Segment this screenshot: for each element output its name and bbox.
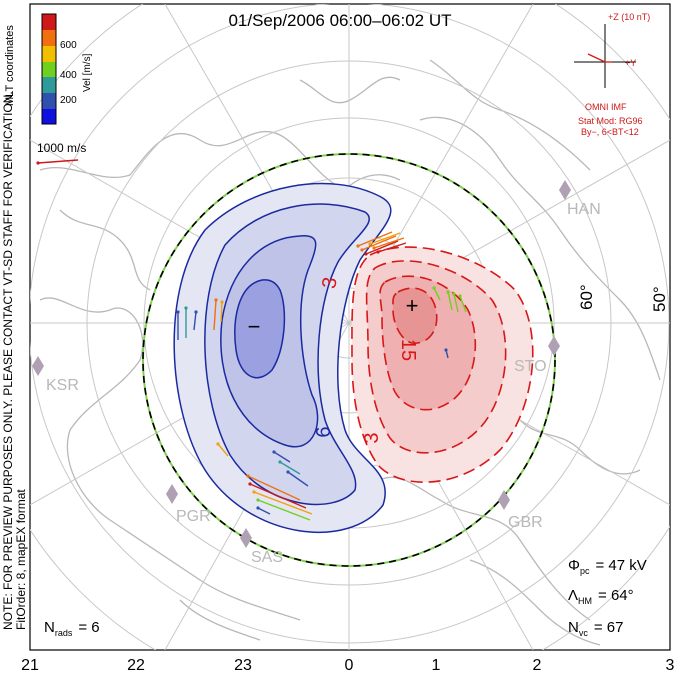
contour-label-6: 6: [313, 426, 335, 437]
dawn-convection-cell: [351, 246, 534, 483]
potential-minimum-marker: −: [248, 314, 261, 339]
potential-maximum-marker: +: [406, 293, 419, 318]
radar-label-han: HAN: [567, 201, 601, 218]
vector-group-dusk-left: [176, 298, 224, 340]
reference-vector-label: 1000 m/s: [37, 141, 86, 155]
cross-polar-potential: Φpc = 47 kV: [568, 557, 647, 576]
latitude-label-60: 60°: [577, 284, 596, 310]
colorbar-band-6: [42, 93, 56, 109]
mlt-axis: 21 22 23 0 1 2 3: [21, 657, 674, 674]
coordinates-label: MLT coordinates: [4, 25, 16, 106]
colorbar-band-1: [42, 14, 56, 30]
radar-sites: [32, 180, 571, 548]
contour-label-3-top: 3: [318, 276, 342, 291]
mlt-tick-3: 3: [666, 657, 675, 674]
preview-note: NOTE: FOR PREVIEW PURPOSES ONLY. PLEASE …: [1, 91, 15, 630]
contour-label-3-bottom: 3: [361, 432, 383, 443]
statistical-model: Stat Mod: RG96: [578, 116, 643, 126]
dusk-convection-cell: [173, 182, 392, 533]
radar-label-sto: STO: [514, 358, 547, 375]
velocity-colorbar: 600 400 200 Vel [m/s]: [41, 13, 93, 125]
colorbar-band-3: [42, 46, 56, 62]
latitude-label-50: 50°: [650, 286, 669, 312]
colorbar-band-4: [42, 62, 56, 77]
vector-group-dusk-bottom: [216, 442, 313, 521]
mlt-tick-23: 23: [234, 657, 252, 674]
hm-boundary-black: [142, 153, 556, 567]
imf-source: OMNI IMF: [585, 102, 627, 112]
colorbar-tick-400: 400: [60, 70, 77, 81]
colorbar-tick-600: 600: [60, 40, 77, 51]
mlt-tick-21: 21: [21, 657, 39, 674]
colorbar-band-7: [42, 109, 56, 124]
map-statistics: Φpc = 47 kV ΛHM = 64° Nvc = 67 Nrads = 6: [44, 557, 647, 638]
mlt-tick-2: 2: [533, 657, 542, 674]
radar-labels: HAN STO KSR PGR SAS GBR: [46, 201, 601, 566]
mlt-tick-1: 1: [432, 657, 441, 674]
colorbar-tick-200: 200: [60, 95, 77, 106]
radar-count: Nrads = 6: [44, 619, 100, 638]
imf-scale-label: +Z (10 nT): [608, 12, 650, 22]
colorbar-title: Vel [m/s]: [82, 53, 93, 92]
hm-boundary-latitude: ΛHM = 64°: [568, 587, 634, 606]
colorbar-band-5: [42, 77, 56, 93]
reference-vector: [36, 159, 79, 165]
mlt-tick-22: 22: [127, 657, 145, 674]
radar-label-pgr: PGR: [176, 508, 211, 525]
contour-label-15: 15: [397, 339, 419, 361]
mlt-tick-0: 0: [345, 657, 354, 674]
vector-group-dawn-mid: [432, 286, 467, 359]
vector-group-dawn-top: [356, 231, 407, 256]
model-conditions: By−, 6<BT<12: [581, 127, 639, 137]
radar-label-ksr: KSR: [46, 377, 79, 394]
colorbar-band-2: [42, 30, 56, 46]
vector-count: Nvc = 67: [568, 619, 623, 638]
velocity-vectors: [176, 231, 467, 521]
imf-y-label: +Y: [625, 58, 636, 68]
imf-dial: +Z (10 nT) +Y OMNI IMF Stat Mod: RG96 By…: [574, 12, 650, 137]
radar-label-sas: SAS: [251, 549, 283, 566]
fit-order-note: FitOrder: 8, mapEX format: [14, 489, 28, 630]
map-title: 01/Sep/2006 06:00–06:02 UT: [228, 11, 451, 30]
radar-label-gbr: GBR: [508, 514, 543, 531]
plot-frame: [29, 3, 671, 651]
